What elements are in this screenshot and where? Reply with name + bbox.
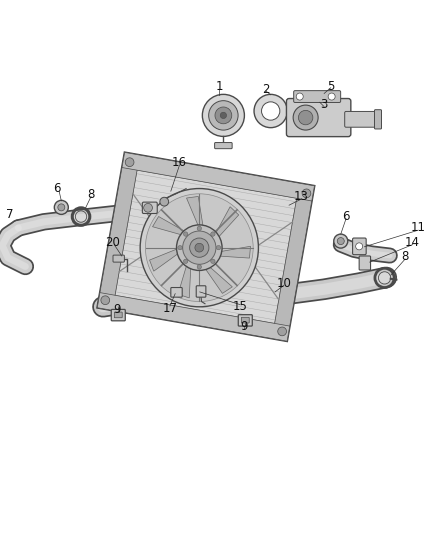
Text: 17: 17 <box>162 302 177 314</box>
FancyBboxPatch shape <box>171 287 182 297</box>
Circle shape <box>302 189 311 198</box>
Text: 10: 10 <box>276 277 291 289</box>
Circle shape <box>125 158 134 167</box>
FancyBboxPatch shape <box>353 238 366 255</box>
Circle shape <box>140 189 258 307</box>
Circle shape <box>197 226 201 231</box>
FancyBboxPatch shape <box>374 110 381 129</box>
Text: 1: 1 <box>215 80 223 93</box>
Text: 3: 3 <box>321 98 328 111</box>
FancyBboxPatch shape <box>286 99 351 136</box>
Circle shape <box>145 194 253 302</box>
Circle shape <box>184 259 188 263</box>
Bar <box>97 152 140 310</box>
Bar <box>272 183 314 341</box>
Circle shape <box>177 225 222 270</box>
Circle shape <box>278 327 286 336</box>
Circle shape <box>197 265 201 269</box>
Bar <box>115 170 297 324</box>
FancyBboxPatch shape <box>142 202 157 214</box>
Circle shape <box>54 200 68 214</box>
Text: 15: 15 <box>233 300 247 313</box>
Circle shape <box>183 231 216 264</box>
Circle shape <box>208 101 238 130</box>
FancyBboxPatch shape <box>114 312 122 318</box>
Circle shape <box>101 296 110 304</box>
Circle shape <box>261 102 280 120</box>
Text: 14: 14 <box>405 236 420 249</box>
FancyBboxPatch shape <box>359 256 371 270</box>
Circle shape <box>220 112 226 118</box>
Circle shape <box>293 105 318 130</box>
Polygon shape <box>210 246 251 258</box>
Polygon shape <box>200 261 232 293</box>
FancyBboxPatch shape <box>215 142 232 149</box>
Circle shape <box>178 246 182 250</box>
Text: 6: 6 <box>342 209 350 223</box>
Polygon shape <box>152 216 193 238</box>
Circle shape <box>184 232 188 236</box>
Text: 9: 9 <box>240 320 248 334</box>
Text: 16: 16 <box>172 156 187 169</box>
Circle shape <box>195 243 204 252</box>
Circle shape <box>202 94 244 136</box>
Text: 5: 5 <box>327 79 334 93</box>
FancyBboxPatch shape <box>238 314 252 326</box>
Circle shape <box>254 94 287 128</box>
Circle shape <box>296 93 303 100</box>
Circle shape <box>144 204 152 212</box>
Text: 20: 20 <box>106 236 120 249</box>
Text: 2: 2 <box>262 83 270 95</box>
Text: 6: 6 <box>53 182 61 195</box>
Text: 13: 13 <box>294 190 309 203</box>
Circle shape <box>58 204 65 211</box>
Text: 9: 9 <box>113 303 121 316</box>
Bar <box>122 152 314 201</box>
FancyBboxPatch shape <box>345 111 380 127</box>
Text: 11: 11 <box>411 221 426 235</box>
Circle shape <box>356 243 363 250</box>
Circle shape <box>334 234 348 248</box>
Text: 8: 8 <box>402 251 409 263</box>
Circle shape <box>211 259 215 263</box>
Text: 7: 7 <box>6 208 14 221</box>
Circle shape <box>216 246 221 250</box>
Circle shape <box>160 197 169 206</box>
Polygon shape <box>187 197 205 236</box>
Polygon shape <box>178 256 191 298</box>
Polygon shape <box>149 245 187 271</box>
FancyBboxPatch shape <box>241 317 249 323</box>
Circle shape <box>298 110 313 125</box>
Polygon shape <box>211 207 239 244</box>
Bar <box>97 152 314 341</box>
FancyBboxPatch shape <box>196 286 206 297</box>
Circle shape <box>211 232 215 236</box>
Circle shape <box>215 107 232 124</box>
Bar <box>97 293 290 341</box>
FancyBboxPatch shape <box>293 91 341 102</box>
Circle shape <box>190 238 209 257</box>
FancyBboxPatch shape <box>113 255 124 262</box>
Circle shape <box>328 93 335 100</box>
Text: 8: 8 <box>88 188 95 201</box>
FancyBboxPatch shape <box>111 310 125 321</box>
Circle shape <box>337 238 344 245</box>
